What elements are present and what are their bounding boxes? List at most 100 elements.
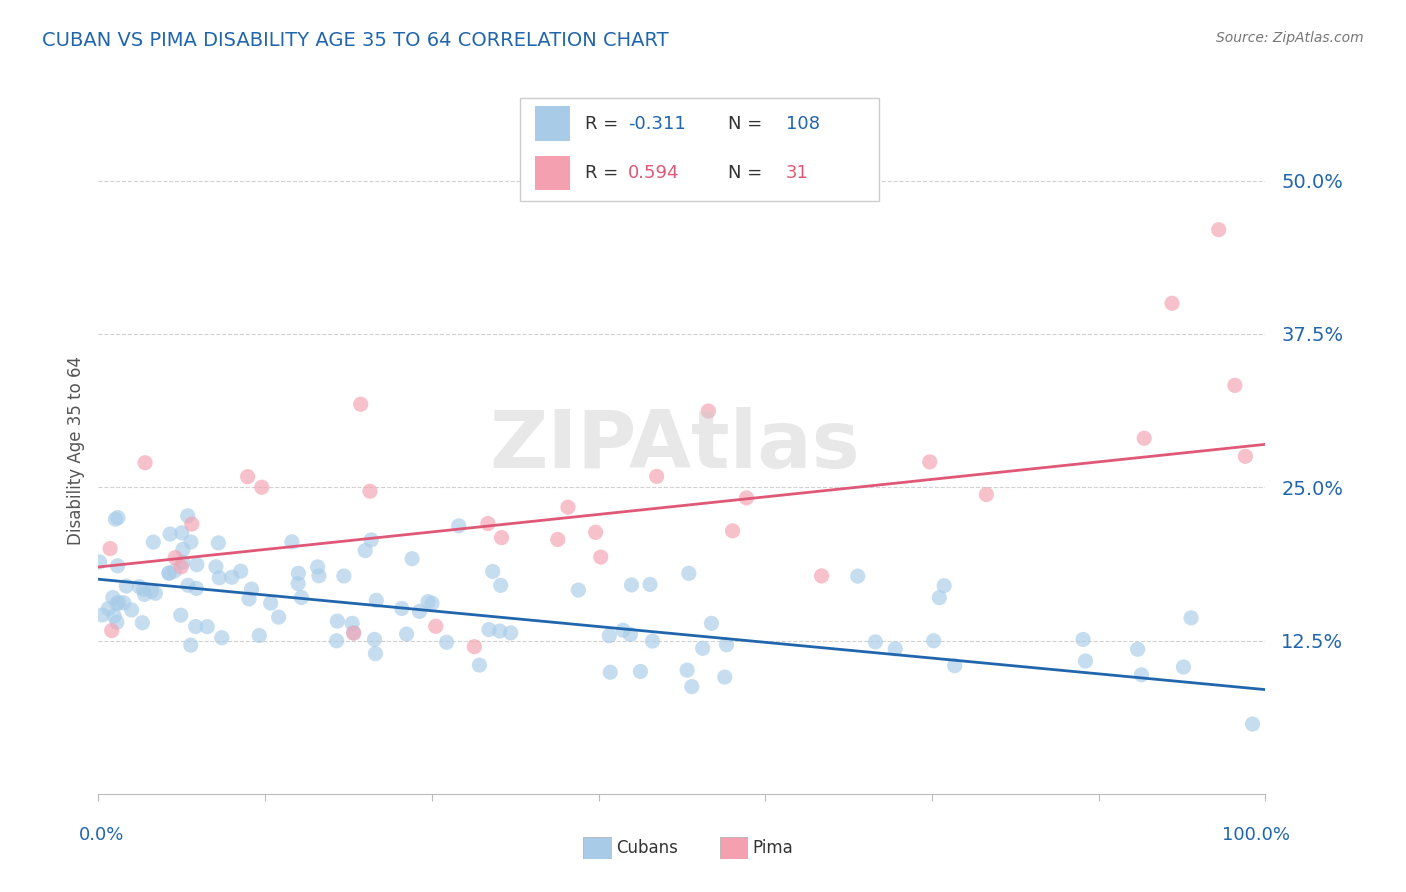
Text: 100.0%: 100.0% — [1222, 826, 1289, 844]
Point — [170, 525, 193, 540]
Point — [97, 601, 120, 615]
Point — [478, 623, 501, 637]
Text: ZIPAtlas: ZIPAtlas — [489, 407, 860, 485]
Point — [567, 582, 589, 597]
Text: R =: R = — [585, 115, 624, 133]
Point — [184, 619, 207, 633]
Point — [107, 558, 129, 573]
Point — [221, 570, 243, 584]
Point — [141, 584, 163, 599]
Point — [918, 455, 941, 469]
Point — [134, 456, 156, 470]
Point — [598, 629, 620, 643]
Point — [325, 633, 347, 648]
Point — [134, 587, 156, 601]
Point — [1074, 654, 1097, 668]
Text: Pima: Pima — [752, 839, 793, 857]
Point — [1173, 660, 1195, 674]
Point — [692, 641, 714, 656]
Point — [229, 564, 252, 578]
Point — [360, 533, 382, 547]
Point — [735, 491, 758, 505]
Point — [585, 525, 607, 540]
Point — [499, 625, 522, 640]
Point — [1180, 611, 1202, 625]
Point — [481, 565, 503, 579]
Point — [180, 517, 202, 532]
Point — [131, 615, 153, 630]
Point — [1223, 378, 1246, 392]
Point — [238, 591, 260, 606]
Point — [408, 604, 430, 618]
Point — [1126, 642, 1149, 657]
Point — [700, 616, 723, 631]
Point — [391, 601, 413, 615]
Point — [638, 577, 661, 591]
Point — [943, 658, 966, 673]
Point — [620, 578, 643, 592]
Point — [350, 397, 373, 411]
Point — [922, 633, 945, 648]
Text: R =: R = — [585, 164, 624, 182]
Text: -0.311: -0.311 — [627, 115, 686, 133]
Point — [884, 641, 907, 656]
Point — [928, 591, 950, 605]
Point — [107, 510, 129, 524]
Text: 0.0%: 0.0% — [79, 826, 124, 844]
Point — [267, 610, 290, 624]
Point — [287, 576, 309, 591]
Point — [1208, 222, 1230, 236]
Point — [425, 619, 447, 633]
Point — [721, 524, 744, 538]
Bar — [534, 106, 571, 141]
Text: 31: 31 — [786, 164, 808, 182]
Point — [177, 508, 200, 523]
Text: 0.594: 0.594 — [627, 164, 679, 182]
Point — [619, 627, 641, 641]
Point — [290, 591, 312, 605]
Point — [354, 543, 377, 558]
Text: N =: N = — [728, 164, 768, 182]
Point — [205, 559, 228, 574]
Point — [186, 558, 208, 572]
Point — [105, 597, 128, 611]
Point — [103, 609, 125, 624]
Point — [281, 534, 304, 549]
Point — [697, 404, 720, 418]
Point — [1071, 632, 1094, 647]
Point — [589, 550, 612, 565]
Point — [363, 632, 385, 647]
Bar — [534, 155, 571, 190]
Point — [1241, 717, 1264, 731]
Point — [91, 607, 114, 622]
Point — [641, 634, 664, 648]
Point — [170, 608, 193, 623]
Point — [105, 615, 128, 629]
Point — [208, 571, 231, 585]
Point — [247, 628, 270, 642]
Point — [180, 535, 202, 549]
Point — [333, 569, 356, 583]
Point — [810, 569, 832, 583]
Point — [846, 569, 869, 583]
Point — [488, 624, 510, 638]
Point — [628, 665, 651, 679]
Point — [308, 568, 330, 582]
Point — [491, 531, 513, 545]
Point — [100, 624, 122, 638]
Point — [165, 550, 187, 565]
Point — [343, 626, 366, 640]
Point — [713, 670, 735, 684]
Point — [145, 586, 167, 600]
Point — [157, 566, 180, 580]
Point — [101, 591, 124, 605]
Point — [477, 516, 499, 531]
Text: N =: N = — [728, 115, 768, 133]
Point — [463, 640, 485, 654]
Point — [1133, 431, 1156, 445]
Point — [112, 596, 135, 610]
Point — [104, 512, 127, 526]
Point — [172, 542, 194, 557]
Point — [211, 631, 233, 645]
Point — [1161, 296, 1184, 310]
